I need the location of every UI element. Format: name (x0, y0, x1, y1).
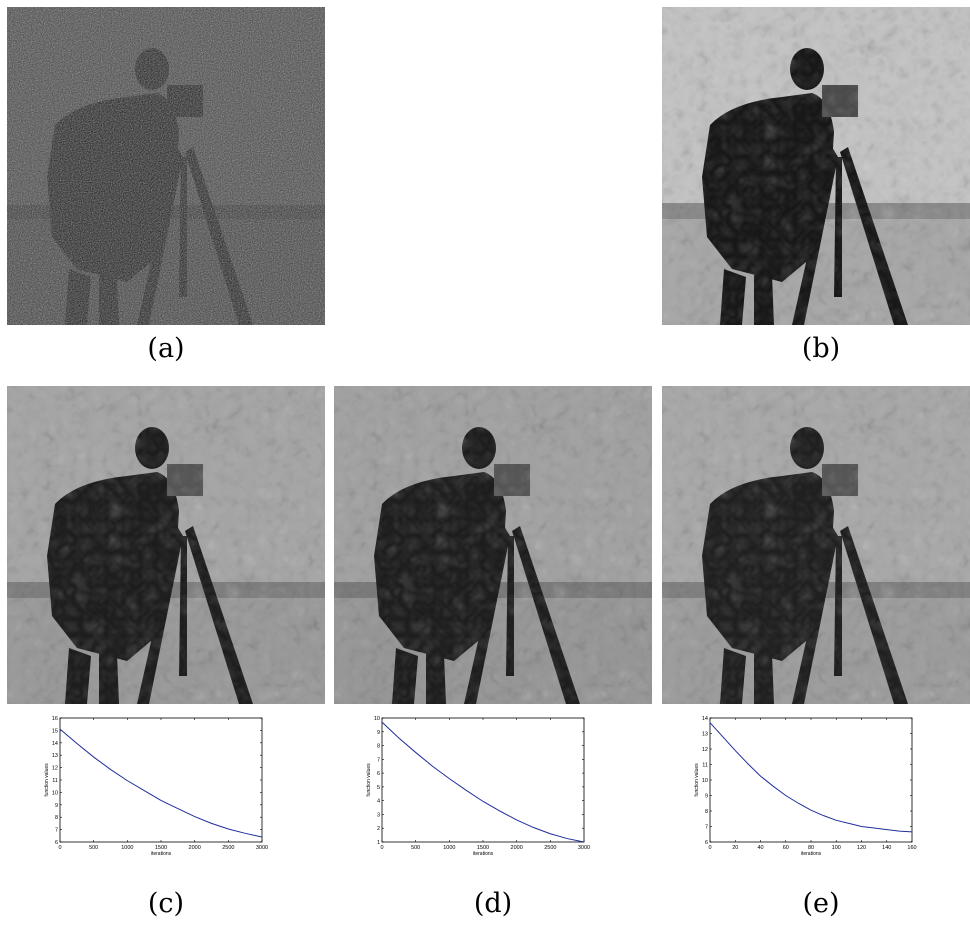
y-tick-label: 12 (702, 747, 708, 753)
x-tick-label: 140 (882, 845, 891, 851)
y-tick-label: 9 (377, 730, 380, 736)
caption-b: (b) (801, 333, 841, 364)
x-tick-label: 2000 (189, 845, 201, 851)
y-tick-label: 12 (52, 766, 58, 772)
caption-e: (e) (802, 888, 840, 919)
y-tick-label: 16 (52, 716, 58, 722)
series-line (709, 722, 913, 833)
x-tick-label: 2500 (222, 845, 234, 851)
convergence-plot-c: 0 500 1000 1500 2000 2500 3000 6 7 8 9 10 11 12 13 14 15… (44, 716, 268, 857)
x-tick-label: 120 (857, 845, 866, 851)
y-tick-label: 6 (55, 840, 58, 846)
x-tick-label: 3000 (256, 845, 268, 851)
y-axis-label: function values (44, 763, 50, 797)
restored-image-d (334, 386, 652, 704)
caption-d: (d) (473, 888, 513, 919)
y-tick-label: 8 (705, 809, 708, 815)
x-tick-label: 0 (708, 845, 711, 851)
y-tick-label: 10 (374, 716, 380, 722)
x-axis-label: iterations (151, 851, 172, 857)
series-line (59, 728, 263, 838)
x-tick-label: 1500 (155, 845, 167, 851)
y-tick-label: 14 (52, 741, 58, 747)
plot-frame (59, 717, 263, 843)
x-tick-label: 0 (380, 845, 383, 851)
x-axis-label: iterations (801, 851, 822, 857)
y-tick-label: 2 (377, 826, 380, 832)
x-tick-label: 500 (411, 845, 420, 851)
y-tick-label: 9 (55, 803, 58, 809)
plot-frame (709, 717, 913, 843)
series-line (381, 721, 585, 843)
y-tick-label: 7 (55, 828, 58, 834)
x-tick-label: 2500 (544, 845, 556, 851)
x-tick-label: 1500 (477, 845, 489, 851)
x-tick-label: 20 (732, 845, 738, 851)
y-tick-label: 7 (705, 825, 708, 831)
caption-c: (c) (147, 888, 185, 919)
plot-frame (381, 717, 585, 843)
x-tick-label: 80 (808, 845, 814, 851)
y-tick-label: 14 (702, 716, 708, 722)
y-tick-label: 1 (377, 840, 380, 846)
restored-image-c (7, 386, 325, 704)
x-tick-label: 40 (757, 845, 763, 851)
y-tick-label: 10 (52, 790, 58, 796)
restored-image-e (662, 386, 970, 704)
convergence-plot-e: 0 20 40 60 80 100 120 140 160 6 7 8 9 10 11 12 13 14 itera… (694, 716, 917, 857)
x-tick-label: 1000 (443, 845, 455, 851)
y-axis-label: function values (694, 763, 700, 797)
y-tick-label: 4 (377, 799, 380, 805)
y-tick-label: 10 (702, 778, 708, 784)
x-tick-label: 0 (58, 845, 61, 851)
x-tick-label: 100 (832, 845, 841, 851)
x-tick-label: 160 (907, 845, 916, 851)
y-tick-label: 8 (377, 744, 380, 750)
x-tick-label: 3000 (578, 845, 590, 851)
y-tick-label: 8 (55, 815, 58, 821)
y-tick-label: 9 (705, 794, 708, 800)
y-axis-label: function values (366, 763, 372, 797)
y-tick-label: 13 (702, 732, 708, 738)
y-tick-label: 15 (52, 728, 58, 734)
y-tick-label: 3 (377, 812, 380, 818)
x-tick-label: 500 (89, 845, 98, 851)
x-axis-label: iterations (473, 851, 494, 857)
x-tick-label: 2000 (511, 845, 523, 851)
x-tick-label: 60 (783, 845, 789, 851)
y-tick-label: 11 (702, 763, 708, 769)
convergence-plot-d: 0 500 1000 1500 2000 2500 3000 1 2 3 4 5 6 7 8 9 10 itera… (366, 716, 590, 857)
x-tick-label: 1000 (121, 845, 133, 851)
y-tick-label: 13 (52, 753, 58, 759)
denoised-image (662, 7, 970, 325)
y-tick-label: 11 (52, 778, 58, 784)
noisy-image (7, 7, 325, 325)
y-tick-label: 7 (377, 757, 380, 763)
y-tick-label: 5 (377, 785, 380, 791)
y-tick-label: 6 (705, 840, 708, 846)
y-tick-label: 6 (377, 771, 380, 777)
caption-a: (a) (147, 333, 185, 364)
